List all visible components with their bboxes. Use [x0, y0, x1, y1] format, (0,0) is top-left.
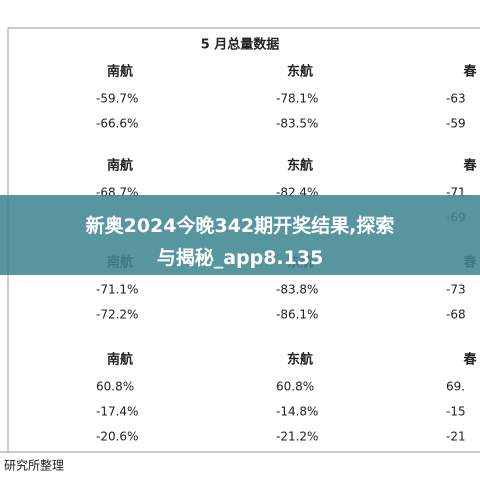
- banner-line: 新奥2024今晚342期开奖结果,探索: [86, 214, 395, 237]
- source: 研究所整理: [4, 458, 64, 473]
- cell: -14.8%: [276, 405, 318, 419]
- banner-line: 与揭秘_app8.135: [157, 246, 324, 269]
- cell: -71.1%: [96, 283, 138, 297]
- cell: -63: [446, 92, 466, 106]
- cell: 60.8%: [96, 380, 134, 394]
- cell: -86.1%: [276, 308, 318, 322]
- cell: -59.7%: [96, 92, 138, 106]
- column-header: 春: [462, 64, 477, 80]
- cell: -15: [446, 405, 466, 419]
- column-header: 东航: [287, 158, 313, 174]
- column-header: 东航: [287, 64, 313, 80]
- banner: [0, 195, 480, 275]
- column-header: 春: [462, 352, 477, 368]
- cell: -83.8%: [276, 283, 318, 297]
- cell: 60.8%: [276, 380, 314, 394]
- cell: -17.4%: [96, 405, 138, 419]
- column-header: 春: [462, 158, 477, 174]
- cell: -66.6%: [96, 117, 138, 131]
- cell: -83.5%: [276, 117, 318, 131]
- cell: -78.1%: [276, 92, 318, 106]
- column-header: 东航: [287, 352, 313, 368]
- column-header: 南航: [107, 158, 133, 174]
- cell: -20.6%: [96, 430, 138, 444]
- table-title: 5 月总量数据: [201, 37, 280, 53]
- cell: -73: [446, 283, 466, 297]
- cell: -21: [446, 430, 466, 444]
- column-header: 南航: [107, 64, 133, 80]
- cell: -59: [446, 117, 466, 131]
- column-header: 南航: [107, 352, 133, 368]
- cell: -68: [446, 308, 466, 322]
- cell: -72.2%: [96, 308, 138, 322]
- cell: 69.: [446, 380, 465, 394]
- cell: -21.2%: [276, 430, 318, 444]
- banner-text: 新奥2024今晚342期开奖结果,探索与揭秘_app8.135: [86, 214, 395, 269]
